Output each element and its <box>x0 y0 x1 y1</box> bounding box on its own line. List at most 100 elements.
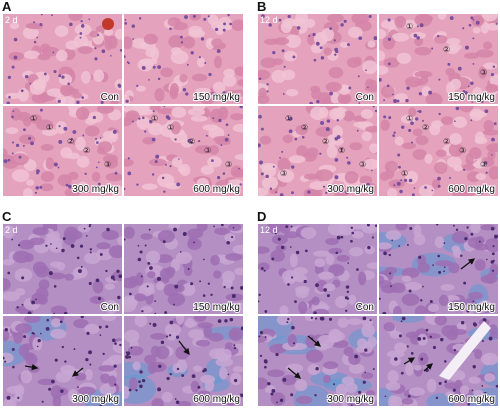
nucleus <box>190 51 194 55</box>
tubule <box>389 355 401 367</box>
tubule <box>197 390 211 397</box>
nucleus <box>52 51 55 54</box>
tubule <box>23 316 41 323</box>
nucleus <box>418 92 423 96</box>
tubule <box>488 165 498 180</box>
nucleus <box>387 37 391 41</box>
nucleus <box>351 231 355 235</box>
nucleus <box>100 100 104 104</box>
lesion-marker: ② <box>301 123 308 132</box>
tubule <box>327 14 344 23</box>
nucleus <box>216 49 221 54</box>
tubule <box>483 354 492 366</box>
nucleus <box>129 292 132 296</box>
nucleus <box>464 237 468 241</box>
tubule <box>329 107 346 121</box>
nucleus <box>220 224 224 227</box>
tubule <box>285 34 302 48</box>
tubule <box>124 36 133 50</box>
tubule <box>168 34 185 49</box>
tubule <box>424 153 433 164</box>
tubule <box>489 332 498 339</box>
tubule <box>187 107 206 116</box>
nucleus <box>319 152 322 155</box>
nucleus <box>161 176 165 180</box>
tubule <box>207 156 222 168</box>
tubule <box>15 323 33 334</box>
tubule <box>52 395 62 406</box>
nucleus <box>291 325 295 330</box>
nucleus <box>271 388 276 393</box>
tubule <box>234 153 243 161</box>
tubule <box>413 233 426 246</box>
arrow <box>460 258 476 270</box>
tubule <box>394 342 407 353</box>
tubule <box>50 385 63 399</box>
tubule <box>484 373 496 383</box>
nucleus <box>334 175 339 180</box>
nucleus <box>472 37 475 40</box>
tubule <box>50 305 68 314</box>
nucleus <box>418 255 422 259</box>
nucleus <box>345 285 350 289</box>
tubule <box>55 121 67 134</box>
tubule <box>195 91 213 100</box>
tubule <box>11 169 30 182</box>
tubule <box>405 331 421 339</box>
tubule <box>72 92 83 99</box>
nucleus <box>424 186 427 189</box>
nucleus <box>164 311 168 314</box>
tubule <box>223 68 235 78</box>
tubule <box>391 32 410 42</box>
tubule <box>157 173 175 188</box>
tubule <box>449 300 466 308</box>
tubule <box>219 366 228 380</box>
lesion-marker: ② <box>83 146 90 155</box>
arrow <box>178 340 190 356</box>
nucleus <box>29 82 32 85</box>
tubule <box>65 40 78 50</box>
condition-label: 600 mg/kg <box>448 184 495 195</box>
nucleus <box>4 328 8 332</box>
nucleus <box>208 72 212 77</box>
nucleus <box>326 294 330 298</box>
nucleus <box>388 116 392 120</box>
nucleus <box>233 344 236 347</box>
nucleus <box>281 150 284 153</box>
nucleus <box>401 125 405 129</box>
nucleus <box>82 134 85 137</box>
tubule <box>474 259 486 271</box>
nucleus <box>190 282 194 286</box>
nucleus <box>173 227 177 232</box>
nucleus <box>362 316 367 321</box>
tubule <box>464 52 480 59</box>
tubule <box>225 253 243 261</box>
lesion-marker: ③ <box>225 160 232 169</box>
nucleus <box>315 367 319 371</box>
tubule <box>489 263 498 277</box>
tubule <box>463 298 477 307</box>
nucleus <box>288 129 293 134</box>
nucleus <box>370 169 373 172</box>
tubule <box>35 286 49 301</box>
nucleus <box>89 363 92 366</box>
micrograph <box>124 316 243 406</box>
arrow <box>307 335 321 347</box>
micrograph <box>258 224 377 314</box>
micrograph <box>3 224 122 314</box>
nucleus <box>11 65 15 69</box>
nucleus <box>392 93 394 96</box>
nucleus <box>95 137 98 140</box>
tubule <box>258 262 270 271</box>
nucleus <box>11 238 14 241</box>
nucleus <box>365 69 367 72</box>
tubule <box>35 119 54 131</box>
tubule <box>14 384 25 397</box>
nucleus <box>449 177 451 180</box>
tubule <box>364 245 375 255</box>
lesion-marker: ③ <box>280 169 287 178</box>
lesion-marker: ② <box>322 137 329 146</box>
tubule <box>409 31 427 40</box>
tubule <box>190 380 200 393</box>
